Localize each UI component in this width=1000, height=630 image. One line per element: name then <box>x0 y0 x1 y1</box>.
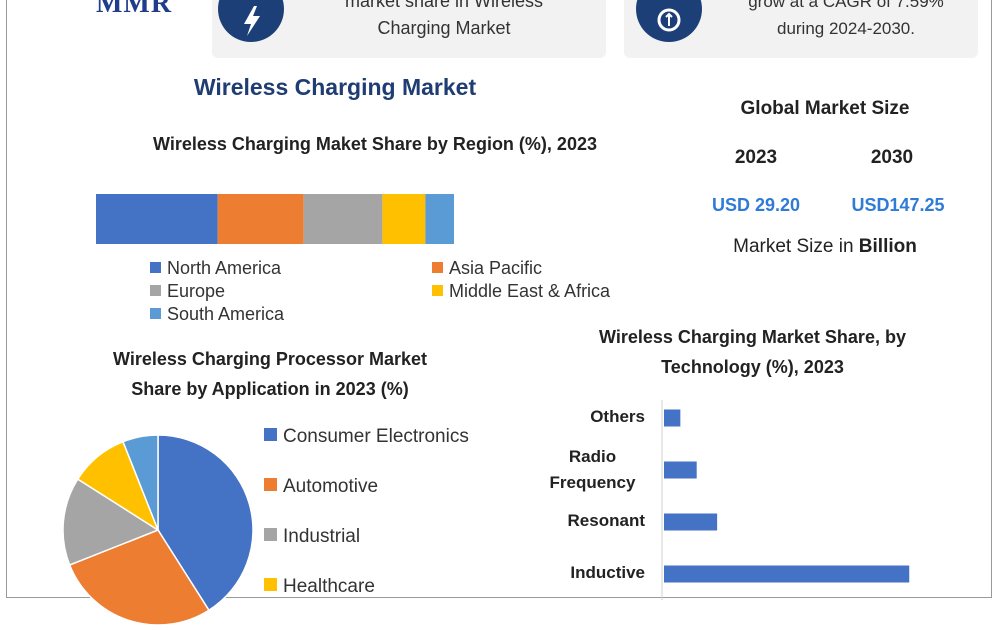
technology-label-others: Others <box>590 407 645 426</box>
legend-swatch <box>264 428 277 441</box>
pie-slice-other-4 <box>122 434 159 531</box>
growth-icon <box>636 0 702 42</box>
legend-item-automotive: Automotive <box>264 476 378 498</box>
technology-bar-resonant <box>664 513 718 531</box>
technology-bar-radio-frequency <box>664 461 697 479</box>
legend-item-consumer-electronics: Consumer Electronics <box>264 426 469 448</box>
application-pie-chart <box>62 434 254 626</box>
legend-item-middle-east-and-africa: Middle East & Africa <box>432 281 610 302</box>
header-card-left-line1: market share in Wireless <box>344 0 544 11</box>
technology-label-inductive: Inductive <box>570 563 645 582</box>
region-segment-south-america <box>425 194 454 244</box>
legend-item-industrial: Industrial <box>264 526 360 548</box>
legend-swatch <box>264 578 277 591</box>
legend-label: Healthcare <box>283 576 375 597</box>
application-chart-title-line1: Wireless Charging Processor Market <box>113 349 427 369</box>
legend-label: Automotive <box>283 476 379 497</box>
technology-label-radio-frequency: Radio Frequency <box>549 447 636 492</box>
header-card-right-text: grow at a CAGR of 7.59% during 2024-2030… <box>720 0 972 42</box>
technology-chart-title-line2: Technology (%), 2023 <box>661 357 844 377</box>
logo-text: MMR <box>96 0 173 19</box>
header-card-right-line1: grow at a CAGR of 7.59% <box>748 0 944 11</box>
lightning-bolt-icon <box>218 0 284 42</box>
legend-swatch <box>264 478 277 491</box>
infographic-frame <box>6 0 992 598</box>
header-card-left-line2: Charging Market <box>377 18 511 38</box>
technology-chart-title-line1: Wireless Charging Market Share, by <box>599 327 906 347</box>
region-stacked-bar-chart <box>96 194 454 244</box>
legend-item-healthcare: Healthcare <box>264 576 375 598</box>
region-segment-north-america <box>96 194 218 244</box>
application-chart-title: Wireless Charging Processor Market Share… <box>80 344 460 404</box>
technology-bar-chart <box>661 400 910 600</box>
region-segment-europe <box>303 194 383 244</box>
year-2030-label: 2030 <box>870 147 914 168</box>
legend-swatch <box>432 262 443 273</box>
legend-swatch <box>264 528 277 541</box>
legend-swatch <box>432 285 443 296</box>
header-card-left-text: market share in Wireless Charging Market <box>300 0 588 42</box>
legend-label: South America <box>167 304 285 324</box>
region-segment-asia-pacific <box>217 194 304 244</box>
legend-item-asia-pacific: Asia Pacific <box>432 258 542 279</box>
legend-label: Asia Pacific <box>449 258 543 278</box>
global-market-title: Global Market Size <box>740 98 910 119</box>
legend-label: Europe <box>167 281 226 301</box>
header-card-right-line2: during 2024-2030. <box>776 19 915 38</box>
technology-bar-others <box>664 409 681 427</box>
technology-label-resonant: Resonant <box>567 511 645 530</box>
main-title: Wireless Charging Market <box>193 74 477 100</box>
legend-item-south-america: South America <box>150 304 284 325</box>
technology-bar-inductive <box>664 565 910 583</box>
pie-slice-industrial <box>62 478 160 566</box>
region-chart-title: Wireless Charging Maket Share by Region … <box>153 134 597 154</box>
legend-label: Middle East & Africa <box>449 281 611 301</box>
legend-label: Consumer Electronics <box>283 426 469 447</box>
year-2023-label: 2023 <box>734 147 778 168</box>
legend-item-europe: Europe <box>150 281 225 302</box>
legend-label: North America <box>167 258 282 278</box>
application-chart-title-line2: Share by Application in 2023 (%) <box>131 379 409 399</box>
legend-swatch <box>150 308 161 319</box>
technology-chart-title: Wireless Charging Market Share, by Techn… <box>560 322 945 382</box>
market-size-unit-prefix: Market Size in <box>733 236 859 257</box>
market-size-unit: Market Size in Billion <box>700 236 950 258</box>
market-size-unit-bold: Billion <box>858 236 917 257</box>
legend-item-north-america: North America <box>150 258 281 279</box>
market-value-2023: USD 29.20 <box>711 195 801 215</box>
legend-swatch <box>150 285 161 296</box>
region-segment-middle-east-and-africa <box>382 194 426 244</box>
market-value-2030: USD147.25 <box>851 195 945 215</box>
legend-swatch <box>150 262 161 273</box>
legend-label: Industrial <box>283 526 361 547</box>
